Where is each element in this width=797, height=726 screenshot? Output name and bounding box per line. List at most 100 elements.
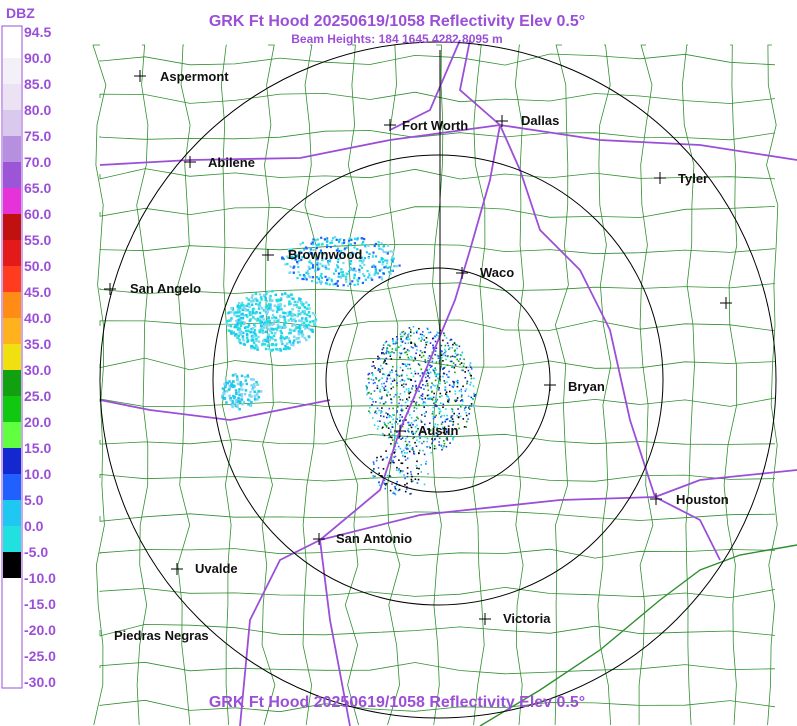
county-line	[99, 244, 776, 255]
echo	[311, 241, 314, 244]
echo	[392, 414, 394, 416]
echo	[415, 352, 417, 355]
echo	[407, 448, 409, 450]
echo	[319, 251, 322, 254]
echo	[381, 411, 383, 413]
echo	[413, 332, 415, 334]
echo	[311, 280, 314, 283]
echo	[410, 480, 413, 483]
echo	[381, 475, 383, 477]
echo	[235, 335, 239, 338]
echo	[435, 432, 438, 434]
echo	[223, 396, 226, 400]
echo	[392, 339, 394, 342]
echo	[251, 300, 254, 303]
echo	[374, 410, 377, 412]
echo	[366, 269, 369, 273]
echo	[230, 385, 233, 388]
echo	[390, 416, 393, 418]
city-marker	[171, 563, 183, 575]
echo	[371, 265, 374, 268]
echo	[310, 262, 313, 265]
echo	[311, 256, 314, 259]
scale-swatch	[3, 656, 21, 682]
echo	[359, 256, 362, 259]
echo	[413, 436, 415, 438]
echo	[265, 305, 268, 309]
echo	[241, 317, 245, 320]
echo	[336, 265, 339, 268]
echo	[416, 439, 418, 441]
echo	[379, 402, 381, 404]
city-marker	[650, 493, 662, 505]
echo	[411, 387, 413, 389]
echo	[440, 365, 442, 368]
echo	[380, 397, 383, 400]
echo	[432, 415, 435, 418]
echo	[401, 470, 404, 473]
echo	[416, 428, 419, 431]
echo	[427, 372, 430, 375]
echo	[470, 375, 472, 377]
echo	[377, 369, 379, 372]
echo	[341, 271, 344, 274]
echo	[253, 332, 257, 336]
echo	[438, 444, 440, 446]
echo	[434, 404, 437, 406]
echo	[236, 321, 239, 325]
echo	[389, 394, 391, 396]
echo	[271, 299, 274, 302]
echo	[418, 396, 421, 399]
echo	[393, 414, 395, 416]
echo	[366, 388, 368, 391]
echo	[422, 402, 424, 405]
echo	[401, 369, 404, 372]
echo	[388, 270, 391, 274]
echo	[450, 420, 453, 422]
echo	[360, 256, 363, 259]
echo	[232, 380, 235, 383]
echo	[398, 488, 401, 491]
echo	[276, 320, 279, 323]
echo	[286, 314, 289, 318]
echo	[385, 351, 387, 354]
echo	[460, 354, 463, 357]
echo	[359, 264, 362, 267]
echo	[258, 293, 262, 296]
echo	[279, 305, 282, 308]
echo	[454, 393, 457, 395]
echo	[225, 322, 228, 326]
echo	[290, 319, 294, 322]
echo	[465, 412, 467, 414]
echo	[404, 484, 406, 486]
scale-label: 30.0	[24, 362, 51, 378]
echo	[270, 343, 274, 347]
echo	[360, 259, 363, 262]
echo	[383, 387, 385, 389]
echo	[438, 412, 441, 415]
county-line	[99, 661, 776, 675]
echo	[251, 327, 255, 330]
echo	[453, 381, 455, 383]
echo	[293, 329, 296, 332]
echo	[461, 394, 463, 396]
county-line	[261, 44, 276, 726]
echo	[265, 312, 269, 316]
echo	[395, 421, 397, 423]
echo	[374, 242, 377, 246]
echo	[419, 435, 421, 438]
echo	[391, 348, 394, 350]
echo	[256, 348, 259, 351]
echo	[262, 293, 266, 297]
echo	[391, 380, 394, 382]
echo	[268, 296, 272, 300]
echo	[398, 468, 400, 470]
echo	[426, 440, 428, 443]
echo	[466, 420, 468, 423]
echo	[434, 423, 436, 425]
echo	[409, 331, 412, 333]
echo	[374, 267, 377, 271]
echo	[316, 238, 319, 241]
echo	[391, 371, 394, 373]
city-marker	[313, 533, 325, 545]
